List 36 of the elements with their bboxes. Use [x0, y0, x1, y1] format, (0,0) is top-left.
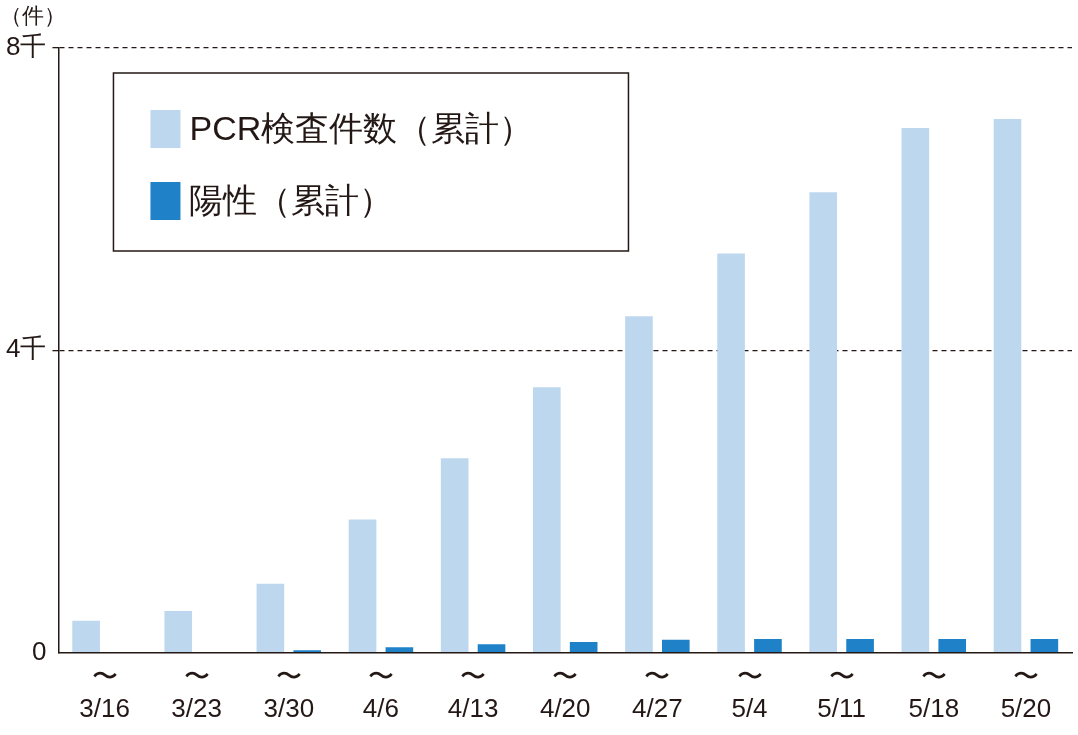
bar — [938, 639, 967, 652]
x-tick-label: 〜 5/18 — [908, 661, 960, 723]
bar — [164, 611, 193, 652]
y-tick-label: 0 — [31, 635, 47, 666]
bar — [809, 192, 838, 652]
bar — [846, 639, 874, 652]
bar — [256, 583, 285, 652]
y-tick-label: 8千 — [5, 31, 47, 62]
x-tick-label: 〜 4/20 — [539, 661, 591, 723]
bar — [625, 316, 653, 652]
bar — [1030, 639, 1059, 652]
x-tick-label: 〜 4/13 — [447, 661, 499, 723]
legend-label: 陽性（累計） — [189, 181, 394, 220]
bar — [569, 642, 598, 652]
bar — [717, 253, 745, 652]
bar — [901, 128, 930, 652]
x-tick-label: 〜 4/6 — [362, 661, 400, 723]
bar — [993, 119, 1022, 652]
x-tick-label: 〜 5/20 — [1000, 661, 1052, 723]
x-tick-label: 〜 5/11 — [817, 661, 866, 723]
bar — [532, 387, 561, 652]
x-tick-label: 〜 5/4 — [731, 661, 768, 723]
x-tick-label: 〜 3/30 — [263, 661, 315, 723]
bar — [477, 644, 506, 652]
x-tick-label: 〜 3/16 — [79, 661, 130, 723]
bar — [72, 620, 100, 652]
x-tick-label: 〜 3/23 — [171, 661, 222, 723]
bar — [440, 458, 469, 652]
bar — [661, 639, 690, 652]
y-tick-label: 4千 — [5, 333, 47, 364]
y-axis-title: （件） — [0, 3, 66, 29]
legend-label: PCR検査件数（累計） — [189, 109, 534, 148]
bar — [348, 519, 377, 652]
bar — [754, 639, 782, 652]
x-tick-label: 〜 4/27 — [632, 661, 683, 723]
bar — [385, 647, 414, 652]
